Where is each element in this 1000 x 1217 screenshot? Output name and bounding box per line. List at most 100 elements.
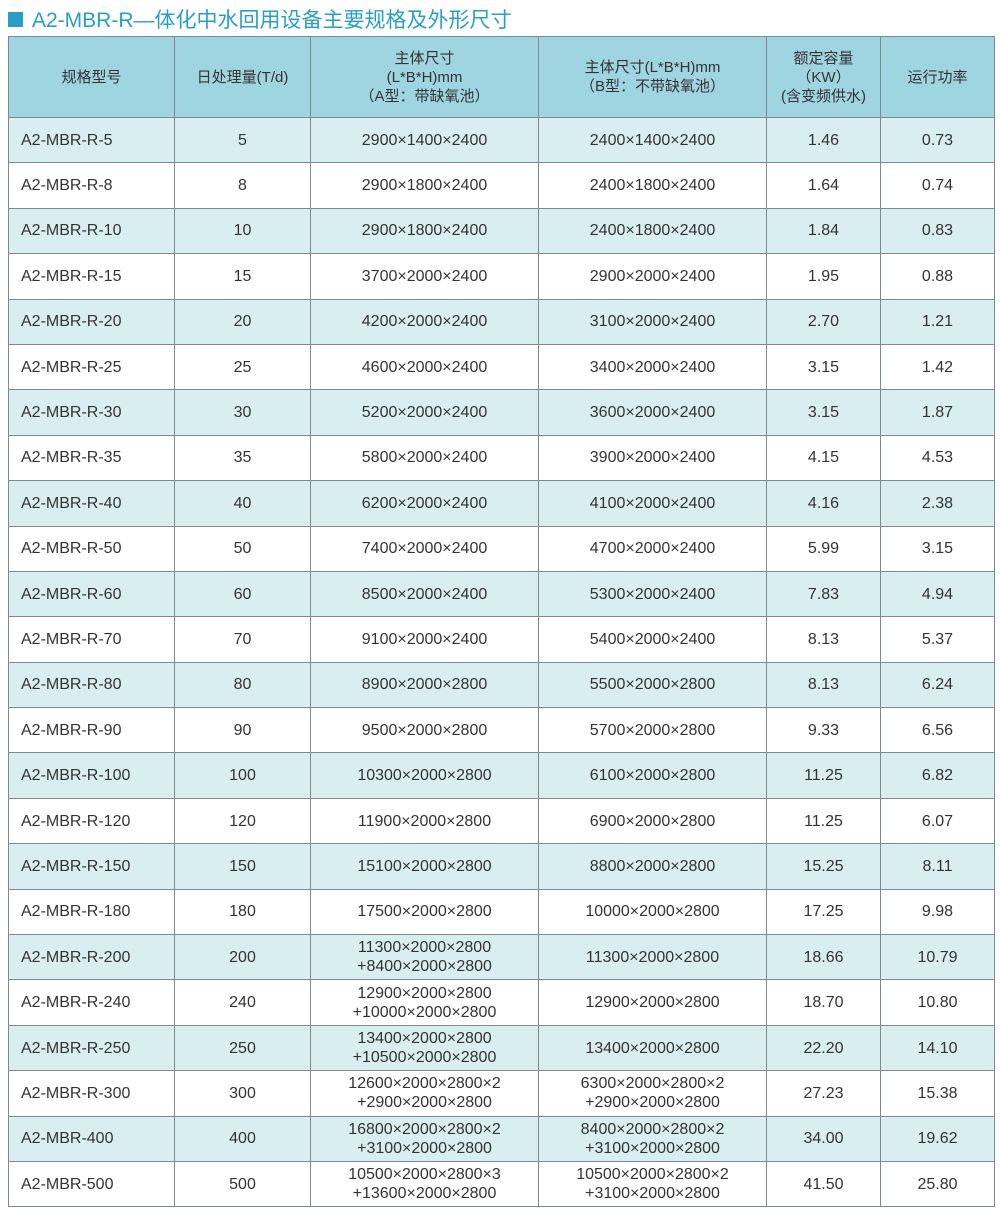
cell-line: 11300×2000×2800	[585, 948, 720, 966]
cell-running-power: 25.80	[880, 1160, 995, 1208]
cell-running-power: 0.83	[880, 207, 995, 255]
cell-model: A2-MBR-R-8	[8, 162, 175, 209]
cell-daily-capacity: 40	[174, 480, 311, 527]
cell-size-a: 4200×2000×2400	[310, 298, 539, 345]
cell-line: 4200×2000×2400	[361, 313, 488, 331]
cell-rated-capacity: 3.15	[766, 389, 881, 436]
cell-daily-capacity: 300	[174, 1070, 311, 1117]
cell-line: 5200×2000×2400	[361, 404, 488, 422]
cell-size-a: 8500×2000×2400	[310, 570, 539, 618]
cell-line: 5500×2000×2800	[589, 676, 716, 694]
title-square-icon	[8, 11, 23, 27]
cell-model: A2-MBR-R-25	[8, 343, 175, 391]
cell-size-b: 12900×2000×2800	[538, 979, 767, 1026]
cell-size-a: 15100×2000×2800	[310, 843, 539, 890]
table-row: A2-MBR-R-30 30 5200×2000×2400 3600×2000×240…	[8, 389, 995, 436]
header-line: （KW）	[796, 68, 851, 86]
cell-line: 6900×2000×2800	[589, 812, 716, 830]
cell-size-a: 6200×2000×2400	[310, 480, 539, 527]
cell-size-a: 11900×2000×2800	[310, 797, 539, 845]
cell-running-power: 4.53	[880, 434, 995, 482]
cell-rated-capacity: 1.95	[766, 253, 881, 300]
cell-rated-capacity: 8.13	[766, 616, 881, 663]
cell-rated-capacity: 41.50	[766, 1160, 881, 1208]
cell-running-power: 14.10	[880, 1024, 995, 1072]
cell-model: A2-MBR-R-240	[8, 979, 175, 1026]
cell-running-power: 19.62	[880, 1115, 995, 1162]
cell-line: 13400×2000×2800	[357, 1030, 492, 1047]
cell-model: A2-MBR-R-15	[8, 253, 175, 300]
cell-line: 10500×2000×2800×2	[576, 1166, 729, 1184]
cell-size-b: 3600×2000×2400	[538, 389, 767, 436]
cell-line: 2400×1800×2400	[589, 177, 716, 195]
header-running-power: 运行功率	[880, 36, 995, 118]
cell-line: +2900×2000×2800	[357, 1094, 492, 1112]
cell-line: 12600×2000×2800×2	[348, 1075, 501, 1093]
cell-size-a: 16800×2000×2800×2 +3100×2000×2800	[310, 1115, 539, 1162]
cell-model: A2-MBR-R-80	[8, 661, 175, 709]
cell-size-a: 5800×2000×2400	[310, 434, 539, 482]
header-line: 日处理量(T/d)	[196, 68, 289, 86]
spec-table: 规格型号 日处理量(T/d) 主体尺寸 (L*B*H)mm （A型：带缺氧池） 主体尺寸(…	[8, 36, 995, 1208]
cell-running-power: 1.87	[880, 389, 995, 436]
cell-line: 3900×2000×2400	[589, 449, 716, 467]
cell-rated-capacity: 8.13	[766, 661, 881, 709]
cell-daily-capacity: 120	[174, 797, 311, 845]
table-row: A2-MBR-R-70 70 9100×2000×2400 5400×2000×240…	[8, 616, 995, 663]
cell-line: 8800×2000×2800	[589, 857, 716, 875]
cell-running-power: 10.80	[880, 979, 995, 1026]
cell-line: 4600×2000×2400	[361, 358, 488, 376]
table-row: A2-MBR-R-90 90 9500×2000×2800 5700×2000×280…	[8, 707, 995, 754]
cell-size-a: 2900×1800×2400	[310, 207, 539, 255]
header-size-a: 主体尺寸 (L*B*H)mm （A型：带缺氧池）	[310, 36, 539, 118]
cell-daily-capacity: 35	[174, 434, 311, 482]
cell-rated-capacity: 18.70	[766, 979, 881, 1026]
cell-rated-capacity: 11.25	[766, 797, 881, 845]
cell-daily-capacity: 80	[174, 661, 311, 709]
cell-running-power: 8.11	[880, 843, 995, 890]
table-row: A2-MBR-R-80 80 8900×2000×2800 5500×2000×280…	[8, 661, 995, 709]
header-line: 运行功率	[907, 68, 968, 86]
cell-rated-capacity: 4.15	[766, 434, 881, 482]
cell-size-a: 2900×1800×2400	[310, 162, 539, 209]
cell-line: 2900×2000×2400	[589, 267, 716, 285]
cell-running-power: 3.15	[880, 525, 995, 572]
cell-line: 5300×2000×2400	[589, 585, 716, 603]
table-row: A2-MBR-R-300 300 12600×2000×2800×2 +2900×20…	[8, 1070, 995, 1117]
header-line: 规格型号	[61, 68, 122, 86]
cell-running-power: 10.79	[880, 934, 995, 981]
cell-line: 2400×1400×2400	[589, 131, 716, 149]
cell-line: +2900×2000×2800	[585, 1094, 720, 1112]
cell-line: 4100×2000×2400	[589, 494, 716, 512]
table-row: A2-MBR-400 400 16800×2000×2800×2 +3100×2000…	[8, 1115, 995, 1162]
header-line: (L*B*H)mm	[386, 68, 463, 86]
cell-daily-capacity: 90	[174, 707, 311, 754]
header-rated-capacity: 额定容量 （KW） (含变频供水)	[766, 36, 881, 118]
cell-model: A2-MBR-R-10	[8, 207, 175, 255]
cell-daily-capacity: 100	[174, 752, 311, 799]
cell-daily-capacity: 20	[174, 298, 311, 345]
cell-line: +13600×2000×2800	[352, 1185, 497, 1203]
cell-size-b: 4100×2000×2400	[538, 480, 767, 527]
table-row: A2-MBR-R-15 15 3700×2000×2400 2900×2000×240…	[8, 253, 995, 300]
header-line: 主体尺寸	[394, 49, 455, 67]
cell-rated-capacity: 15.25	[766, 843, 881, 890]
cell-daily-capacity: 500	[174, 1160, 311, 1208]
cell-size-b: 6100×2000×2800	[538, 752, 767, 799]
cell-size-b: 6300×2000×2800×2 +2900×2000×2800	[538, 1070, 767, 1117]
table-row: A2-MBR-R-240 240 12900×2000×2800 +10000×200…	[8, 979, 995, 1026]
table-row: A2-MBR-R-100 100 10300×2000×2800 6100×2000×…	[8, 752, 995, 799]
cell-size-b: 3400×2000×2400	[538, 343, 767, 391]
header-row: 规格型号 日处理量(T/d) 主体尺寸 (L*B*H)mm （A型：带缺氧池） 主体尺寸(…	[8, 36, 995, 118]
cell-size-b: 3100×2000×2400	[538, 298, 767, 345]
cell-daily-capacity: 250	[174, 1024, 311, 1072]
cell-line: 7400×2000×2400	[361, 540, 488, 558]
cell-size-b: 6900×2000×2800	[538, 797, 767, 845]
cell-size-a: 10300×2000×2800	[310, 752, 539, 799]
cell-running-power: 0.88	[880, 253, 995, 300]
cell-size-a: 4600×2000×2400	[310, 343, 539, 391]
cell-rated-capacity: 3.15	[766, 343, 881, 391]
table-row: A2-MBR-R-180 180 17500×2000×2800 10000×2000…	[8, 888, 995, 936]
cell-line: 16800×2000×2800×2	[348, 1120, 501, 1138]
cell-running-power: 0.74	[880, 162, 995, 209]
